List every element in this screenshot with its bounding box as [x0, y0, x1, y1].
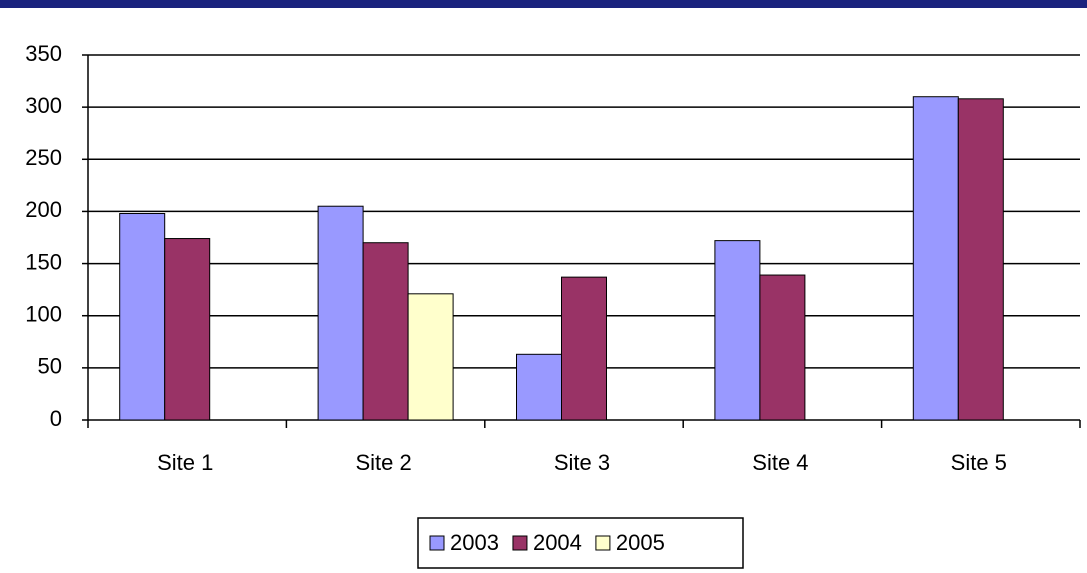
- legend-box: [417, 517, 744, 569]
- legend-swatch: [595, 535, 611, 551]
- x-tick-label: Site 3: [554, 450, 610, 475]
- bar: [516, 353, 562, 421]
- legend-swatch: [429, 535, 445, 551]
- bar: [407, 293, 454, 421]
- x-tick-label: Site 1: [157, 450, 213, 475]
- y-tick-label: 300: [25, 93, 62, 118]
- legend-label: 2003: [450, 530, 499, 555]
- legend-label: 2004: [533, 530, 582, 555]
- x-tick-label: Site 2: [355, 450, 411, 475]
- bar: [164, 238, 211, 421]
- bar: [714, 240, 761, 421]
- y-tick-label: 150: [25, 249, 62, 274]
- bar: [759, 274, 806, 421]
- bar: [561, 276, 607, 421]
- bar: [317, 205, 364, 421]
- y-tick-label: 100: [25, 302, 62, 327]
- bar: [957, 98, 1004, 421]
- y-tick-label: 250: [25, 145, 62, 170]
- y-tick-label: 50: [38, 354, 62, 379]
- bar: [119, 213, 166, 421]
- x-tick-label: Site 4: [752, 450, 808, 475]
- y-tick-label: 0: [50, 406, 62, 431]
- top-band: [0, 0, 1087, 8]
- bar: [362, 242, 409, 421]
- y-tick-label: 350: [25, 41, 62, 66]
- legend-swatch: [512, 535, 528, 551]
- legend-label: 2005: [616, 530, 665, 555]
- bar: [912, 96, 959, 421]
- y-tick-label: 200: [25, 197, 62, 222]
- x-tick-label: Site 5: [951, 450, 1007, 475]
